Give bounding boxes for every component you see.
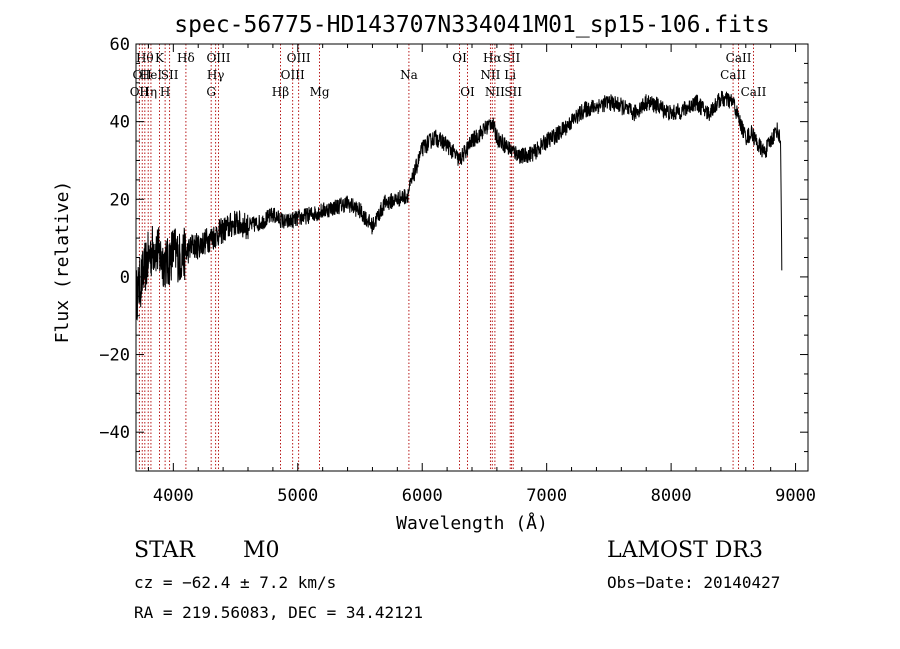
obs-date: Obs−Date: 20140427 [607,573,781,592]
line-marker-label: HeI [140,68,163,82]
object-class: STAR [134,538,195,563]
redshift-text: cz = −62.4 ± 7.2 km/s [134,573,337,592]
line-marker-label: NII [485,85,505,99]
y-axis-label: Flux (relative) [52,181,73,344]
line-marker-label: OI [460,85,475,99]
line-marker-label: Hβ [272,85,289,99]
line-marker-label: SII [503,51,521,65]
line-marker-label: CaII [726,51,752,65]
x-tick-label: 6000 [402,486,443,506]
line-marker-label: OIII [281,68,305,82]
line-marker-label: Li [504,68,516,82]
plot-area [135,90,783,321]
coordinates: RA = 219.56083, DEC = 34.42121 [134,603,423,622]
y-tick-label: 40 [110,113,130,133]
x-tick-label: 4000 [153,486,194,506]
line-marker-label: OII [130,85,150,99]
line-marker-label: Hδ [177,51,195,65]
spectrum-line [135,90,783,321]
line-marker-label: Hθ [136,51,154,65]
y-tick-label: −40 [99,423,130,443]
line-marker-label: SII [504,85,522,99]
y-tick-label: 60 [110,35,130,55]
y-tick-label: 0 [120,268,130,288]
y-axis: −40 −20 0 20 40 60 [99,35,808,472]
x-axis-label: Wavelength (Å) [396,512,548,534]
line-marker-label: Na [400,68,418,82]
line-marker-label: Mg [310,85,330,99]
line-marker-label: NII [480,68,500,82]
line-marker-label: Hη [139,85,157,99]
x-tick-label: 5000 [277,486,318,506]
line-marker-label: SII [161,68,179,82]
x-axis: 4000 5000 6000 7000 8000 9000 [147,44,816,506]
line-marker-label: K [155,51,165,65]
line-marker-label: OI [452,51,467,65]
line-marker-label: Hγ [207,68,225,82]
line-marker-label: CaII [741,85,767,99]
line-marker-label: OIII [287,51,311,65]
y-tick-label: 20 [110,190,130,210]
chart-title: spec-56775-HD143707N334041M01_sp15-106.f… [174,12,769,38]
survey-name: LAMOST DR3 [607,538,763,563]
line-marker-label: H [160,85,170,99]
line-marker-label: Hα [483,51,502,65]
line-markers: OII OII Hθ Hη HeI K H SII Hδ G Hγ OIII Hβ OIII OIII Mg N… [130,44,767,471]
x-tick-label: 9000 [775,486,816,506]
x-tick-label: 7000 [526,486,567,506]
object-subclass: M0 [243,538,280,563]
x-tick-label: 8000 [651,486,692,506]
y-tick-label: −20 [99,346,130,366]
line-marker-label: OII [133,68,153,82]
line-marker-label: OIII [206,51,230,65]
line-marker-label: CaII [720,68,746,82]
line-marker-label: G [206,85,216,99]
